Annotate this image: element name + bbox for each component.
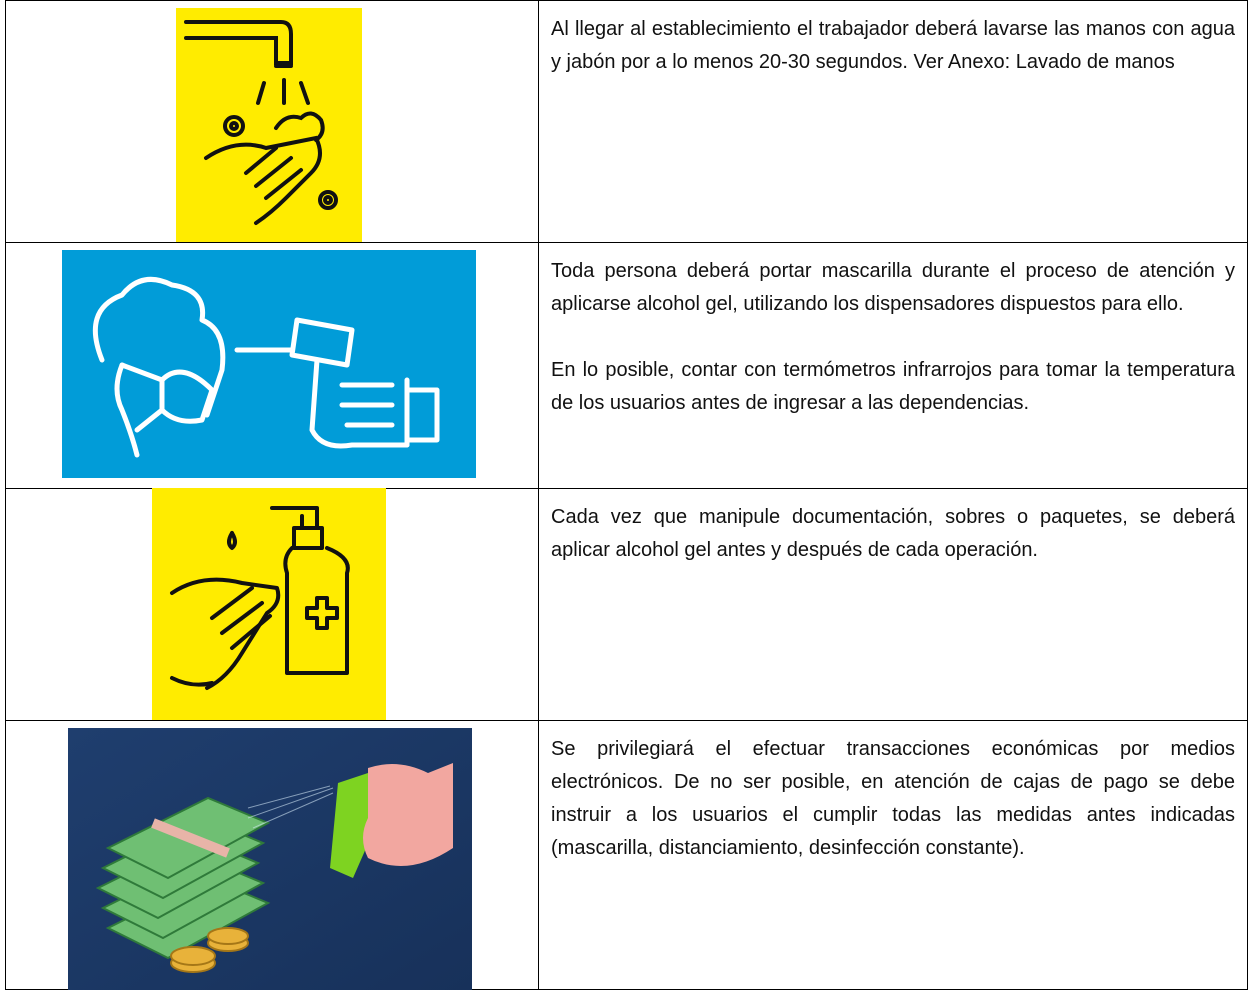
money-spray-image bbox=[68, 728, 472, 990]
text-cell: Cada vez que manipule documentación, sob… bbox=[538, 488, 1248, 721]
sanitizer-icon bbox=[152, 488, 386, 720]
text-cell: Toda persona deberá portar mascarilla du… bbox=[538, 242, 1248, 489]
paragraph: Se privilegiará el efectuar transaccione… bbox=[551, 738, 1235, 859]
paragraph: Toda persona deberá portar mascarilla du… bbox=[551, 260, 1235, 315]
paragraph: Al llegar al establecimiento el trabajad… bbox=[551, 18, 1235, 73]
thermometer-icon bbox=[62, 250, 476, 478]
text-cell: Se privilegiará el efectuar transaccione… bbox=[538, 720, 1248, 990]
paragraph: Cada vez que manipule documentación, sob… bbox=[551, 506, 1235, 561]
handwash-icon bbox=[176, 8, 362, 242]
paragraph: En lo posible, contar con termómetros in… bbox=[551, 359, 1235, 414]
text-cell: Al llegar al establecimiento el trabajad… bbox=[538, 0, 1248, 243]
